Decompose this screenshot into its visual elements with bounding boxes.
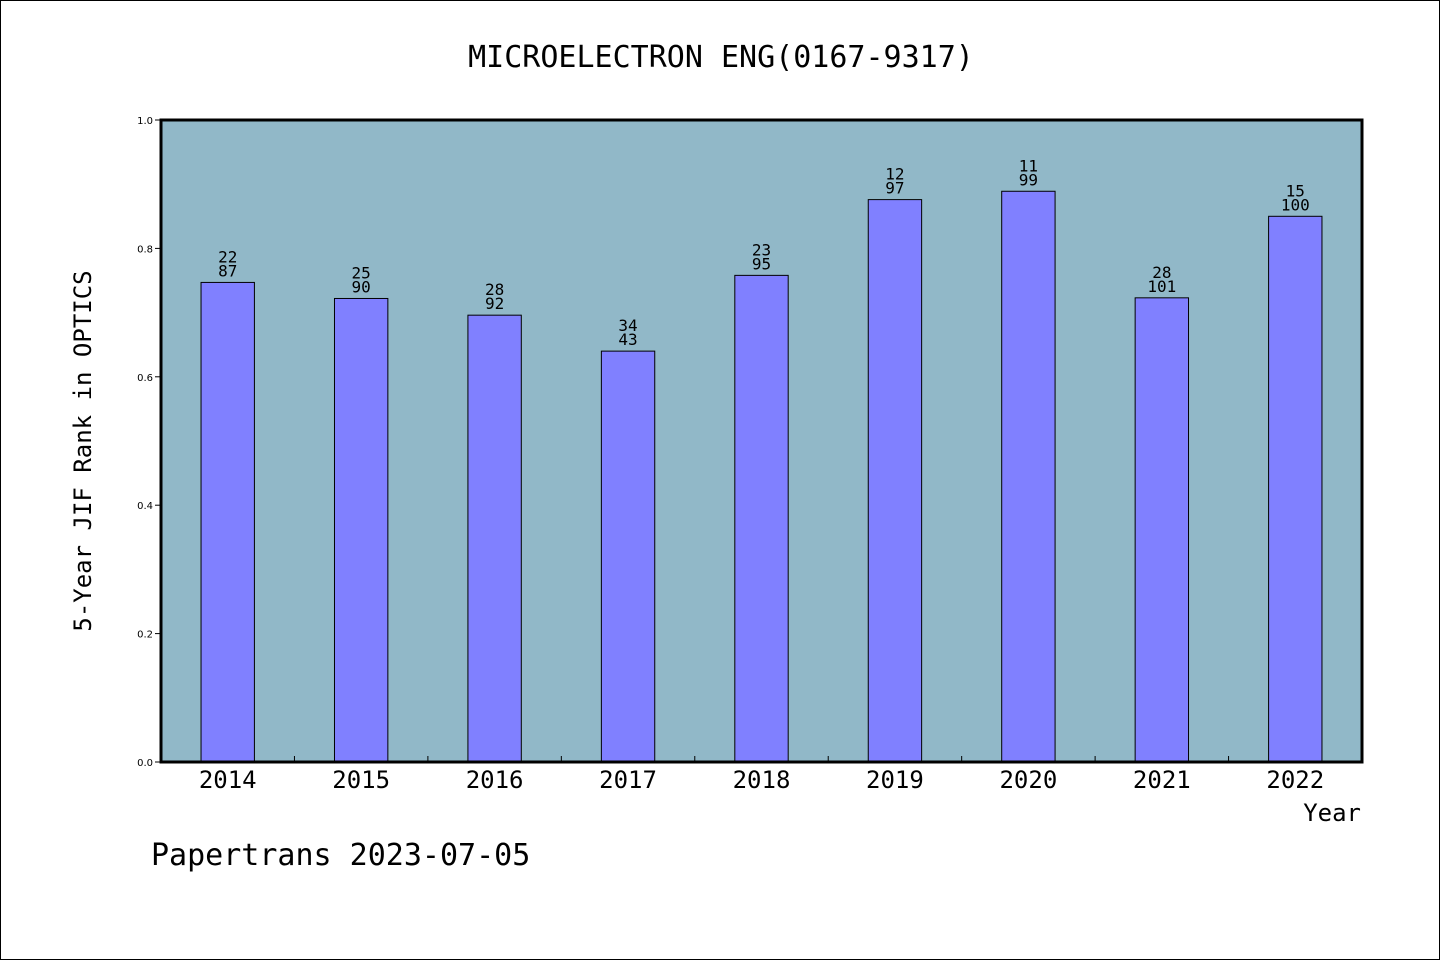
bar-label-rank-2019: 12 xyxy=(885,165,904,184)
bar-label-rank-2015: 25 xyxy=(352,263,371,282)
y-axis-ticks: 0.0 0.2 0.4 0.6 0.8 1.0 xyxy=(137,116,161,769)
bar-label-rank-2018: 23 xyxy=(752,240,771,259)
bar-label-percentile-2019: 97 xyxy=(885,179,904,198)
bar-2015 xyxy=(333,297,389,763)
bar-label-percentile-2014: 87 xyxy=(218,261,237,280)
x-tick-label-2018: 2018 xyxy=(733,766,791,794)
x-tick-label-2014: 2014 xyxy=(199,766,257,794)
bar-label-rank-2021: 28 xyxy=(1152,263,1171,282)
x-tick-label-2016: 2016 xyxy=(466,766,524,794)
bar-2014 xyxy=(200,281,255,763)
x-axis-label: Year xyxy=(1303,799,1361,827)
bar-label-percentile-2020: 99 xyxy=(1019,170,1038,189)
bar-label-rank-2020: 11 xyxy=(1019,156,1038,175)
y-tick-label: 0.0 xyxy=(137,758,153,769)
y-axis-label: 5-Year JIF Rank in OPTICS xyxy=(69,270,97,631)
bar-label-rank-2022: 15 xyxy=(1286,181,1305,200)
bar-2017 xyxy=(600,350,656,763)
y-tick-label: 0.2 xyxy=(137,630,153,641)
y-tick-label: 1.0 xyxy=(137,116,153,127)
y-tick-label: 0.8 xyxy=(137,244,153,255)
bar-2020 xyxy=(1001,190,1056,763)
bar-label-percentile-2021: 101 xyxy=(1147,277,1176,296)
bar-label-percentile-2018: 95 xyxy=(752,254,771,273)
bar-label-percentile-2016: 92 xyxy=(485,294,504,313)
y-tick-label: 0.6 xyxy=(137,373,153,384)
chart-title: MICROELECTRON ENG(0167-9317) xyxy=(468,40,974,75)
x-axis-ticks: 2014 2015 2016 2017 2018 2019 2020 2021 2022 xyxy=(199,756,1324,794)
bar-label-percentile-2015: 90 xyxy=(352,277,371,296)
bar-2016 xyxy=(467,314,522,763)
x-tick-label-2017: 2017 xyxy=(599,766,657,794)
x-tick-label-2015: 2015 xyxy=(332,766,390,794)
bar-2022 xyxy=(1268,215,1323,763)
bar-label-rank-2014: 22 xyxy=(218,247,237,266)
plot-border xyxy=(159,118,1364,764)
bar-label-percentile-2017: 43 xyxy=(618,330,637,349)
bar-label-percentile-2022: 100 xyxy=(1281,195,1310,214)
x-tick-label-2020: 2020 xyxy=(999,766,1057,794)
x-tick-label-2022: 2022 xyxy=(1266,766,1324,794)
bar-2021 xyxy=(1134,297,1190,763)
y-tick-label: 0.4 xyxy=(137,501,153,512)
bar-2019 xyxy=(867,199,923,763)
bars-group xyxy=(200,190,1323,763)
bar-label-rank-2017: 34 xyxy=(618,316,637,335)
bar-label-rank-2016: 28 xyxy=(485,280,504,299)
x-tick-label-2019: 2019 xyxy=(866,766,924,794)
footer-credit: Papertrans 2023-07-05 xyxy=(151,838,530,873)
x-tick-label-2021: 2021 xyxy=(1133,766,1191,794)
bar-2018 xyxy=(734,274,789,763)
